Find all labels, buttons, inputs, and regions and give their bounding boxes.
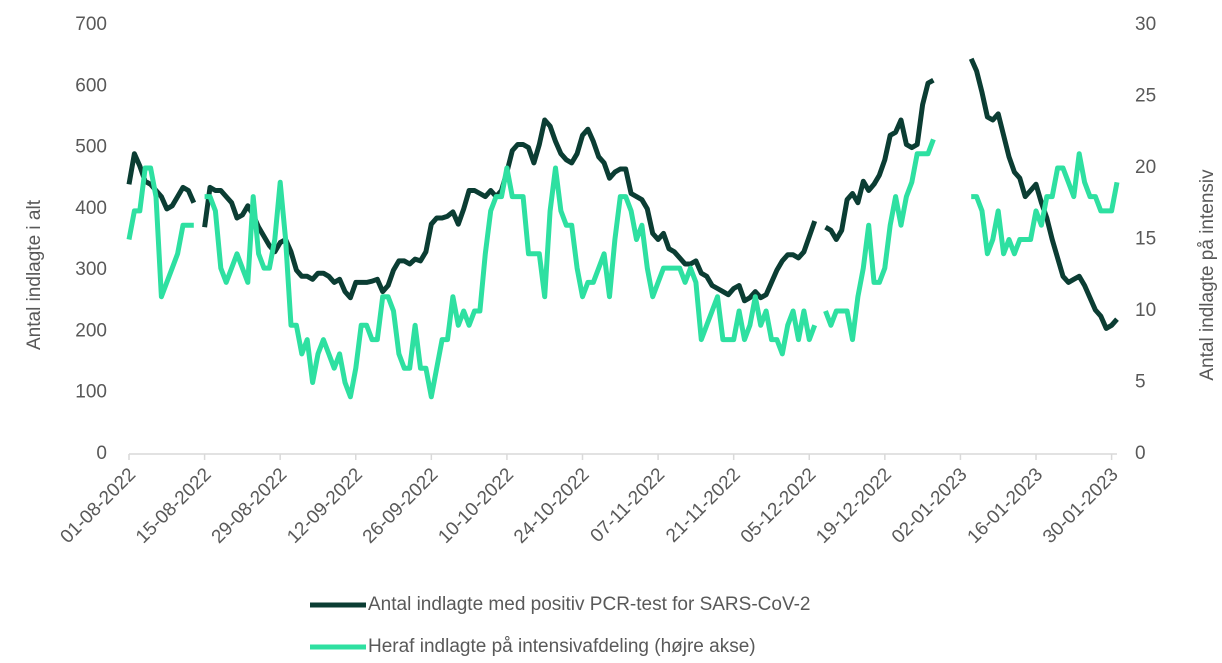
y2-tick-label: 30 xyxy=(1135,14,1156,35)
series-line xyxy=(126,57,1119,331)
y2-tick-label: 25 xyxy=(1135,86,1156,107)
x-tick-label: 01-08-2022 xyxy=(56,464,140,548)
y-tick-label: 400 xyxy=(75,198,107,219)
y2-tick-label: 20 xyxy=(1135,157,1156,178)
y-tick-label: 600 xyxy=(75,75,107,96)
x-tick-label: 26-09-2022 xyxy=(359,464,443,548)
x-tick-label: 15-08-2022 xyxy=(132,464,216,548)
y2-tick-label: 15 xyxy=(1135,229,1156,250)
x-tick-label: 30-01-2023 xyxy=(1039,464,1123,548)
y-tick-label: 300 xyxy=(75,259,107,280)
y-tick-label: 200 xyxy=(75,320,107,341)
x-tick-label: 02-01-2023 xyxy=(888,464,972,548)
y2-tick-label: 5 xyxy=(1135,372,1146,393)
x-tick-label: 24-10-2022 xyxy=(510,464,594,548)
legend-label: Heraf indlagte på intensivafdeling (højr… xyxy=(368,636,756,657)
x-tick-label: 12-09-2022 xyxy=(283,464,367,548)
y-tick-label: 700 xyxy=(75,14,107,35)
legend-label: Antal indlagte med positiv PCR-test for … xyxy=(368,594,810,615)
x-tick-label: 16-01-2023 xyxy=(964,464,1048,548)
x-tick-label: 07-11-2022 xyxy=(587,464,670,547)
y-axis-title: Antal indlagte i alt xyxy=(24,199,45,350)
y2-tick-label: 10 xyxy=(1135,300,1156,321)
x-tick-label: 29-08-2022 xyxy=(208,464,292,548)
series-line xyxy=(126,138,1120,400)
x-tick-label: 05-12-2022 xyxy=(737,464,821,548)
y2-axis-title: Antal indlagte på intensiv xyxy=(1197,169,1218,381)
y-tick-label: 500 xyxy=(75,137,107,158)
x-tick-label: 19-12-2022 xyxy=(812,464,896,548)
x-tick-label: 21-11-2022 xyxy=(662,464,745,547)
x-tick-label: 10-10-2022 xyxy=(434,464,518,548)
y2-tick-label: 0 xyxy=(1135,443,1146,464)
y-tick-label: 100 xyxy=(75,382,107,403)
y-tick-label: 0 xyxy=(96,443,107,464)
